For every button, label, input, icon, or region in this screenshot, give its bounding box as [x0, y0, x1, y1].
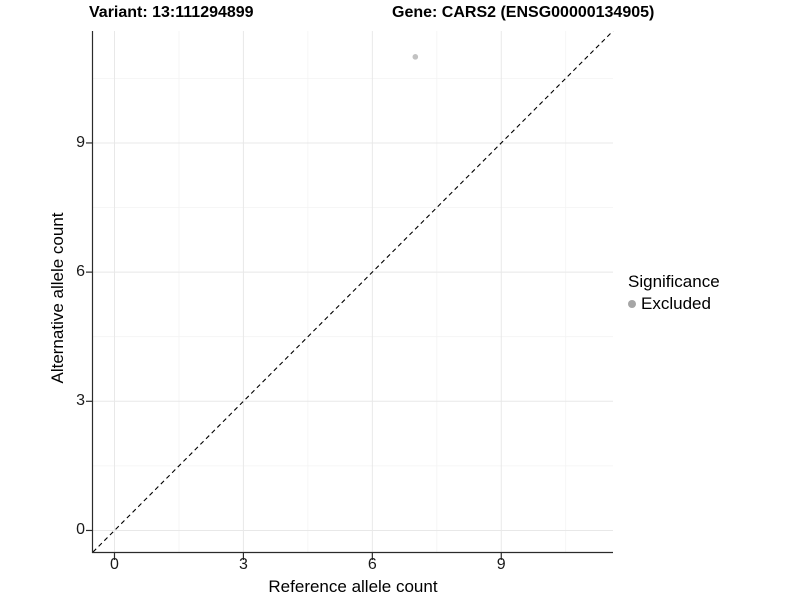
legend-title: Significance	[628, 272, 720, 291]
y-axis-title: Alternative allele count	[48, 212, 67, 384]
legend-item-label: Excluded	[641, 294, 711, 313]
y-tick-label: 3	[76, 392, 85, 410]
x-tick-label: 6	[367, 556, 377, 573]
legend-point-icon	[628, 300, 636, 308]
data-point	[412, 54, 419, 60]
y-tick-label: 6	[76, 263, 85, 281]
x-tick-label: 0	[110, 556, 119, 573]
identity-dashed-line	[92, 31, 614, 553]
x-tick-label: 9	[496, 556, 506, 573]
legend-item: Excluded	[628, 294, 720, 314]
y-tick-label: 0	[76, 521, 85, 539]
y-tick-label: 9	[76, 133, 85, 151]
plot-title-variant: Variant: 13:111294899	[89, 4, 254, 21]
plot-panel	[86, 31, 614, 560]
legend: Significance Excluded	[628, 272, 720, 314]
x-tick-label: 3	[238, 556, 248, 573]
plot-title-gene: Gene: CARS2 (ENSG00000134905)	[392, 4, 655, 21]
x-axis-title: Reference allele count	[268, 577, 438, 596]
legend-items: Excluded	[628, 294, 720, 314]
